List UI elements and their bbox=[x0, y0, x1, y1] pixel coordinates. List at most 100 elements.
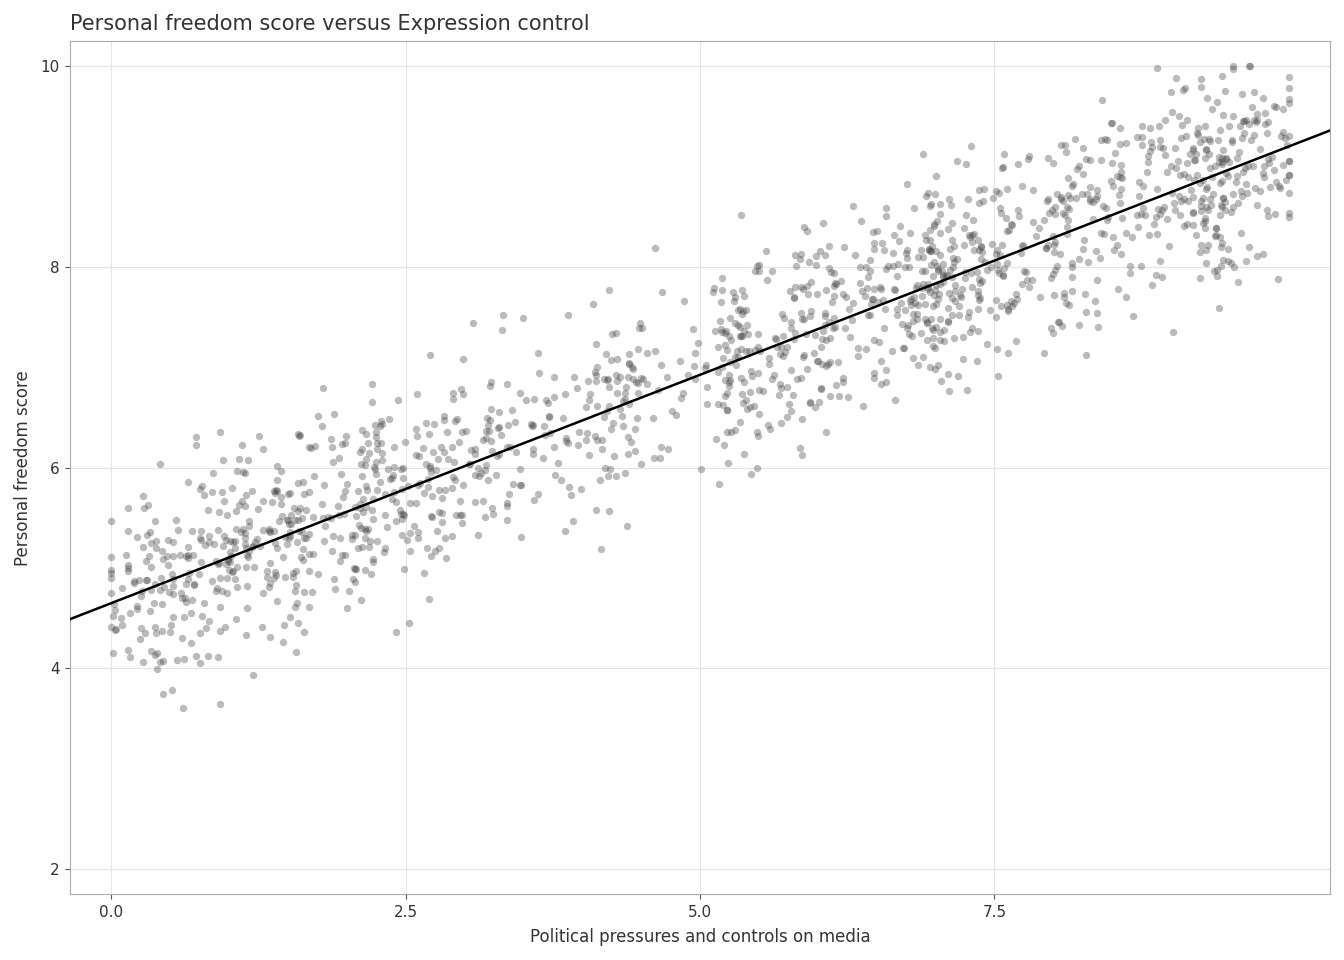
Point bbox=[1054, 285, 1075, 300]
Point bbox=[446, 412, 468, 427]
Point bbox=[355, 531, 376, 546]
Point bbox=[884, 282, 906, 298]
Point bbox=[1140, 121, 1161, 136]
Point bbox=[1184, 153, 1206, 168]
Point bbox=[481, 500, 503, 516]
Point bbox=[1202, 101, 1223, 116]
Point bbox=[156, 548, 177, 564]
Point bbox=[1232, 126, 1254, 141]
Point bbox=[1238, 117, 1259, 132]
Point bbox=[575, 432, 597, 447]
Point bbox=[942, 259, 964, 275]
Point bbox=[327, 498, 348, 514]
Point bbox=[599, 462, 621, 477]
Point bbox=[399, 543, 421, 559]
Point bbox=[298, 546, 320, 562]
Point bbox=[875, 261, 896, 276]
Point bbox=[1185, 147, 1207, 162]
Point bbox=[392, 506, 414, 521]
Point bbox=[986, 341, 1008, 356]
Point bbox=[1278, 154, 1300, 169]
Point bbox=[1189, 134, 1211, 150]
Point bbox=[622, 359, 644, 374]
Point bbox=[1273, 102, 1294, 117]
Point bbox=[363, 460, 384, 475]
Point bbox=[892, 340, 914, 355]
Point bbox=[755, 272, 777, 287]
Point bbox=[183, 577, 204, 592]
Point bbox=[1278, 167, 1300, 182]
Point bbox=[259, 575, 281, 590]
Point bbox=[930, 373, 952, 389]
Point bbox=[1215, 203, 1236, 218]
Point bbox=[237, 547, 258, 563]
Point bbox=[153, 552, 175, 567]
Point bbox=[956, 382, 977, 397]
Point bbox=[138, 604, 160, 619]
Point bbox=[707, 364, 728, 379]
Point bbox=[251, 619, 273, 635]
Point bbox=[790, 305, 812, 321]
Point bbox=[1191, 80, 1212, 95]
Point bbox=[1110, 165, 1132, 180]
Point bbox=[177, 551, 199, 566]
Point bbox=[266, 459, 288, 474]
Point bbox=[583, 297, 605, 312]
Point bbox=[812, 331, 833, 347]
Point bbox=[899, 226, 921, 241]
Point bbox=[1212, 190, 1234, 205]
Point bbox=[922, 268, 943, 283]
Point bbox=[145, 577, 167, 592]
Point bbox=[370, 418, 391, 433]
Point bbox=[1183, 205, 1204, 221]
Point bbox=[1090, 251, 1111, 266]
Point bbox=[925, 277, 946, 293]
Point bbox=[942, 270, 964, 285]
Point bbox=[896, 318, 918, 333]
Point bbox=[391, 481, 413, 496]
Point bbox=[101, 565, 122, 581]
Point bbox=[263, 570, 285, 586]
Point bbox=[589, 472, 610, 488]
Point bbox=[711, 324, 732, 340]
Point bbox=[1134, 207, 1156, 223]
Point bbox=[371, 417, 392, 432]
Point bbox=[160, 617, 181, 633]
Point bbox=[1071, 186, 1093, 202]
Point bbox=[1042, 267, 1063, 282]
Point bbox=[1187, 120, 1208, 135]
Point bbox=[434, 408, 456, 423]
Point bbox=[711, 283, 732, 299]
Point bbox=[101, 563, 122, 578]
Point bbox=[986, 242, 1008, 257]
Point bbox=[749, 406, 770, 421]
Point bbox=[163, 610, 184, 625]
Point bbox=[355, 499, 376, 515]
Point bbox=[970, 252, 992, 267]
Point bbox=[157, 558, 179, 573]
Point bbox=[1212, 107, 1234, 122]
Point bbox=[1116, 226, 1137, 241]
Point bbox=[749, 383, 770, 398]
Point bbox=[1254, 116, 1275, 132]
Point bbox=[237, 600, 258, 615]
Point bbox=[538, 408, 559, 423]
Point bbox=[259, 524, 281, 540]
Point bbox=[806, 353, 828, 369]
Point bbox=[434, 551, 456, 566]
Point bbox=[1254, 106, 1275, 121]
Point bbox=[417, 480, 438, 495]
Point bbox=[790, 371, 812, 386]
Point bbox=[120, 605, 141, 620]
Point bbox=[270, 489, 292, 504]
Point bbox=[1085, 293, 1106, 308]
Point bbox=[286, 595, 308, 611]
Point bbox=[185, 438, 207, 453]
Point bbox=[973, 180, 995, 196]
Point bbox=[501, 402, 523, 418]
Point bbox=[712, 397, 734, 413]
Point bbox=[711, 271, 732, 286]
Point bbox=[1175, 129, 1196, 144]
Point bbox=[921, 257, 942, 273]
Point bbox=[805, 248, 827, 263]
